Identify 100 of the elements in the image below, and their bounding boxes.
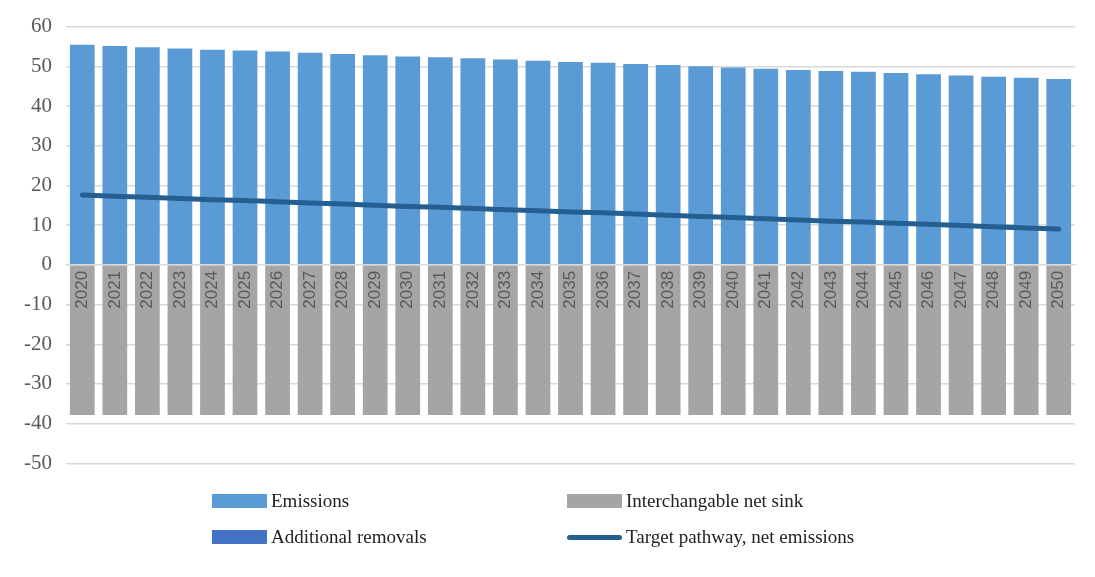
bar bbox=[427, 57, 453, 265]
x-tick-label: 2036 bbox=[592, 270, 612, 309]
bar bbox=[493, 265, 518, 415]
x-tick-label: 2034 bbox=[527, 270, 547, 309]
bar bbox=[753, 68, 779, 265]
legend-label: Emissions bbox=[271, 490, 350, 512]
bar bbox=[493, 59, 518, 265]
bar bbox=[720, 67, 746, 265]
x-tick-label: 2041 bbox=[755, 270, 775, 309]
bar bbox=[525, 265, 551, 415]
x-tick-label: 2030 bbox=[397, 270, 417, 309]
y-tick-label: -50 bbox=[23, 449, 52, 474]
y-tick-label: 60 bbox=[30, 13, 52, 38]
bar bbox=[460, 58, 486, 265]
bar bbox=[395, 56, 421, 265]
x-tick-label: 2044 bbox=[853, 270, 873, 309]
x-tick-label: 2033 bbox=[495, 270, 515, 309]
x-tick-label: 2020 bbox=[71, 270, 91, 309]
x-tick-label: 2022 bbox=[137, 270, 157, 309]
legend-label: Additional removals bbox=[271, 526, 427, 548]
bar bbox=[590, 265, 616, 415]
bar bbox=[427, 265, 453, 415]
x-tick-label: 2028 bbox=[332, 270, 352, 309]
bar bbox=[851, 265, 876, 415]
x-tick-label: 2038 bbox=[657, 270, 677, 309]
x-tick-label: 2027 bbox=[299, 270, 319, 309]
bar bbox=[883, 73, 909, 265]
bar bbox=[200, 49, 225, 265]
x-tick-label: 2032 bbox=[462, 270, 482, 309]
bar bbox=[785, 265, 811, 415]
y-tick-label: 30 bbox=[30, 132, 52, 157]
bar bbox=[297, 265, 323, 415]
x-tick-label: 2048 bbox=[983, 270, 1003, 309]
bar bbox=[395, 265, 421, 415]
bar bbox=[558, 61, 583, 265]
x-tick-label: 2049 bbox=[1015, 270, 1035, 309]
y-tick-label: 0 bbox=[41, 251, 52, 276]
bar bbox=[102, 46, 128, 265]
bar bbox=[232, 265, 258, 415]
x-tick-label: 2024 bbox=[202, 270, 222, 309]
bar bbox=[297, 52, 323, 265]
y-tick-label: 50 bbox=[30, 52, 52, 77]
y-tick-label: 40 bbox=[30, 92, 52, 117]
bar bbox=[460, 265, 486, 415]
y-tick-label: -30 bbox=[23, 370, 52, 395]
x-tick-label: 2021 bbox=[104, 270, 124, 309]
bar bbox=[330, 54, 356, 265]
bar bbox=[818, 265, 844, 415]
legend-label: Target pathway, net emissions bbox=[626, 526, 855, 548]
bar bbox=[590, 62, 616, 265]
bar bbox=[69, 44, 95, 265]
bar bbox=[623, 265, 648, 415]
bar bbox=[69, 265, 95, 415]
bar bbox=[1013, 77, 1039, 265]
x-tick-label: 2039 bbox=[690, 270, 710, 309]
bar bbox=[981, 265, 1006, 415]
bar bbox=[265, 265, 290, 415]
x-tick-label: 2023 bbox=[169, 270, 189, 309]
bar bbox=[981, 76, 1006, 265]
bar bbox=[753, 265, 779, 415]
bar bbox=[688, 265, 714, 415]
bar bbox=[655, 265, 681, 415]
bar bbox=[265, 51, 290, 265]
x-tick-label: 2043 bbox=[820, 270, 840, 309]
bar bbox=[135, 47, 160, 265]
bar bbox=[655, 65, 681, 265]
bar bbox=[916, 265, 941, 415]
bar bbox=[720, 265, 746, 415]
bar bbox=[623, 63, 648, 265]
x-tick-label: 2050 bbox=[1048, 270, 1068, 309]
bar bbox=[948, 265, 974, 415]
bar bbox=[948, 75, 974, 265]
x-tick-label: 2046 bbox=[918, 270, 938, 309]
x-tick-label: 2047 bbox=[950, 270, 970, 309]
x-tick-label: 2035 bbox=[560, 270, 580, 309]
bar bbox=[851, 71, 876, 265]
bar bbox=[232, 50, 258, 265]
y-tick-label: -10 bbox=[23, 291, 52, 316]
bar bbox=[1046, 79, 1072, 265]
bar bbox=[1046, 265, 1072, 415]
x-tick-label: 2042 bbox=[788, 270, 808, 309]
bar bbox=[167, 265, 193, 415]
bar bbox=[916, 74, 941, 265]
y-tick-label: -40 bbox=[23, 410, 52, 435]
bar bbox=[818, 71, 844, 265]
x-tick-label: 2025 bbox=[234, 270, 254, 309]
x-tick-label: 2045 bbox=[885, 270, 905, 309]
y-tick-label: 20 bbox=[30, 171, 52, 196]
x-tick-label: 2037 bbox=[625, 270, 645, 309]
x-tick-label: 2026 bbox=[267, 270, 287, 309]
bar bbox=[135, 265, 160, 415]
bar bbox=[167, 48, 193, 265]
bar bbox=[688, 66, 714, 265]
bar bbox=[330, 265, 356, 415]
y-tick-label: -20 bbox=[23, 330, 52, 355]
legend-label: Interchangable net sink bbox=[626, 490, 804, 512]
bar bbox=[1013, 265, 1039, 415]
x-tick-label: 2040 bbox=[722, 270, 742, 309]
bar bbox=[200, 265, 225, 415]
y-tick-label: 10 bbox=[30, 211, 52, 236]
